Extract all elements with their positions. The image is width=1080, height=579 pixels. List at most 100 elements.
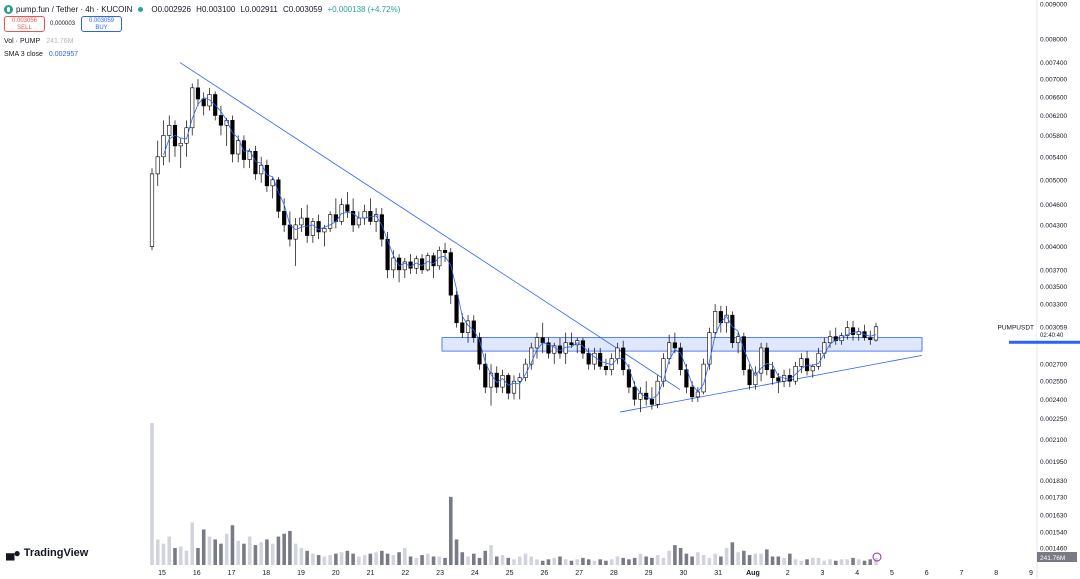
time-tick-label: 22 bbox=[401, 570, 409, 577]
volume-bar bbox=[242, 543, 246, 565]
tradingview-logo[interactable]: ▄● TradingView bbox=[6, 546, 88, 560]
volume-bar bbox=[328, 555, 332, 565]
sma-legend[interactable]: SMA 3 close 0.002957 bbox=[4, 51, 78, 58]
volume-bar bbox=[609, 559, 614, 565]
volume-bar bbox=[259, 542, 263, 565]
candle bbox=[282, 198, 287, 232]
time-tick-label: Aug bbox=[746, 570, 760, 577]
volume-bar bbox=[707, 557, 712, 565]
volume-bar bbox=[816, 557, 821, 565]
volume-tag-value: 241.76M bbox=[1040, 555, 1065, 562]
sell-button[interactable]: 0.003056 SELL bbox=[4, 16, 45, 32]
volume-bar bbox=[856, 559, 861, 565]
candle bbox=[850, 320, 856, 341]
time-tick-label: 16 bbox=[193, 570, 201, 577]
candle bbox=[385, 231, 390, 279]
volume-bar bbox=[184, 550, 189, 565]
candle-body bbox=[816, 352, 821, 367]
volume-bar bbox=[638, 553, 643, 565]
volume-bar bbox=[581, 557, 585, 565]
candle bbox=[305, 204, 310, 243]
price-tick-label: 0.004000 bbox=[1040, 244, 1067, 251]
symbol-title[interactable]: pump.fun / Tether · 4h · KUCOIN bbox=[16, 4, 133, 14]
candle-body bbox=[747, 369, 752, 386]
time-tick-label: 24 bbox=[471, 570, 479, 577]
time-axis[interactable]: 15 16 17 18 19 20 21 22 23 24 25 26 27 28 29 30 31 Aug 2 3 4… bbox=[158, 570, 1033, 577]
ascending-trendline bbox=[619, 354, 923, 413]
symbol-header[interactable]: pump.fun / Tether · 4h · KUCOIN O0.00292… bbox=[4, 3, 403, 15]
candle bbox=[195, 79, 201, 106]
price-axis[interactable]: 0.009000 0.008000 0.007400 0.007000 0.006600… bbox=[1036, 0, 1080, 579]
volume-bar bbox=[494, 556, 499, 565]
ohlc-values: O0.002926 H0.003100 L0.002911 C0.003059 … bbox=[151, 5, 403, 14]
candle-body bbox=[626, 369, 632, 388]
time-tick-label: 17 bbox=[228, 570, 236, 577]
candle bbox=[362, 204, 367, 225]
price-tick-label: 0.001830 bbox=[1040, 478, 1067, 485]
volume-bar bbox=[397, 552, 401, 565]
candle bbox=[276, 176, 281, 219]
candle-body bbox=[586, 352, 591, 365]
volume-bar bbox=[471, 553, 476, 565]
sma-indicator-value: 0.002957 bbox=[48, 51, 79, 58]
candle bbox=[293, 218, 298, 266]
volume-legend[interactable]: Vol · PUMP 241.76M bbox=[4, 38, 73, 45]
price-tick-label: 0.007400 bbox=[1040, 60, 1067, 67]
candle-body bbox=[362, 211, 367, 219]
volume-bar bbox=[357, 556, 361, 565]
volume-bar bbox=[253, 545, 258, 565]
candle-body bbox=[431, 255, 436, 267]
time-tick-label: 29 bbox=[645, 570, 653, 577]
volume-bar bbox=[201, 529, 206, 565]
low-value: L0.002911 bbox=[240, 4, 278, 14]
time-tick-label: 23 bbox=[436, 570, 444, 577]
candle-body bbox=[753, 372, 758, 386]
candle bbox=[236, 135, 241, 163]
volume-bar bbox=[391, 555, 396, 565]
candle-body bbox=[868, 337, 873, 340]
candle-body bbox=[804, 358, 810, 372]
volume-bar bbox=[339, 552, 344, 565]
candle-body bbox=[241, 140, 247, 160]
candle bbox=[247, 148, 252, 169]
candle-body bbox=[632, 386, 637, 400]
candle bbox=[701, 358, 706, 395]
volume-bar bbox=[270, 543, 275, 565]
tradingview-brand: TradingView bbox=[23, 547, 89, 559]
volume-bar bbox=[828, 559, 832, 565]
time-tick-label: 25 bbox=[506, 570, 514, 577]
volume-bar bbox=[460, 552, 465, 565]
candle bbox=[264, 159, 270, 193]
volume-bar bbox=[178, 546, 183, 565]
price-tick-label: 0.007000 bbox=[1040, 77, 1067, 84]
time-tick-label: 3 bbox=[820, 570, 824, 577]
volume-bar bbox=[529, 556, 534, 565]
candle bbox=[523, 358, 528, 382]
volume-bar bbox=[793, 559, 798, 565]
candle bbox=[270, 176, 275, 199]
candle bbox=[345, 192, 350, 219]
trendlines bbox=[179, 62, 923, 413]
time-tick-label: 19 bbox=[297, 570, 305, 577]
buy-button[interactable]: 0.003059 BUY bbox=[81, 16, 122, 32]
candle bbox=[873, 322, 879, 342]
volume-bar bbox=[598, 559, 602, 565]
volume-bar bbox=[345, 550, 350, 565]
candle-body bbox=[218, 115, 224, 126]
volume-bar bbox=[299, 547, 304, 565]
candle-body bbox=[247, 150, 252, 160]
candle-body bbox=[305, 217, 310, 236]
volume-bar bbox=[742, 550, 746, 565]
candle bbox=[500, 369, 505, 394]
time-tick-label: 26 bbox=[540, 570, 548, 577]
candle bbox=[190, 83, 195, 136]
price-tick-label: 0.001730 bbox=[1040, 495, 1067, 502]
volume-bar bbox=[546, 559, 551, 565]
tradingview-mark-icon: ▄● bbox=[6, 546, 21, 560]
volume-bar bbox=[420, 555, 424, 565]
volume-bar bbox=[437, 556, 442, 565]
candle bbox=[230, 115, 235, 163]
candle bbox=[506, 373, 511, 400]
candle bbox=[552, 342, 557, 365]
